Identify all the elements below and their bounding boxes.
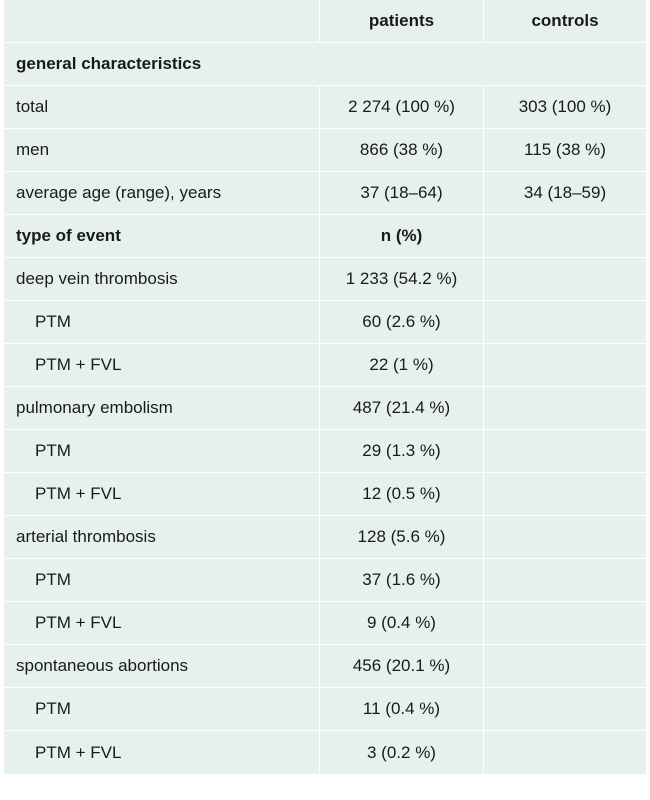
table-row: PTM + FVL 12 (0.5 %) bbox=[4, 473, 646, 516]
patients-value: 29 (1.3 %) bbox=[319, 430, 483, 472]
patients-value: 456 (20.1 %) bbox=[319, 645, 483, 687]
table-row: total 2 274 (100 %) 303 (100 %) bbox=[4, 86, 646, 129]
subheader-label: type of event bbox=[16, 226, 121, 245]
controls-value bbox=[483, 301, 646, 343]
table-row: average age (range), years 37 (18–64) 34 (… bbox=[4, 172, 646, 215]
controls-value bbox=[483, 516, 646, 558]
patients-value: 12 (0.5 %) bbox=[319, 473, 483, 515]
patients-value: 487 (21.4 %) bbox=[319, 387, 483, 429]
controls-value bbox=[483, 430, 646, 472]
patients-value: n (%) bbox=[319, 215, 483, 257]
patients-value: 3 (0.2 %) bbox=[319, 731, 483, 774]
table-body: general characteristics total 2 274 (100 %… bbox=[4, 43, 646, 774]
row-label: total bbox=[16, 97, 49, 116]
patients-value: 11 (0.4 %) bbox=[319, 688, 483, 730]
controls-value: 115 (38 %) bbox=[483, 129, 646, 171]
controls-value bbox=[483, 688, 646, 730]
row-label: men bbox=[16, 140, 50, 159]
controls-value bbox=[483, 602, 646, 644]
row-label: pulmonary embolism bbox=[16, 398, 173, 417]
header-controls: controls bbox=[483, 0, 646, 42]
patients-value: 22 (1 %) bbox=[319, 344, 483, 386]
patients-controls-table: patients controls general characteristic… bbox=[4, 0, 646, 774]
patients-value: 1 233 (54.2 %) bbox=[319, 258, 483, 300]
header-label-cell bbox=[4, 0, 319, 42]
row-label: spontaneous abortions bbox=[16, 656, 189, 675]
controls-value bbox=[483, 731, 646, 774]
controls-value bbox=[483, 215, 646, 257]
section-heading: general characteristics bbox=[16, 54, 202, 73]
row-label: PTM + FVL bbox=[35, 355, 122, 374]
row-label: PTM + FVL bbox=[35, 484, 122, 503]
patients-value: 60 (2.6 %) bbox=[319, 301, 483, 343]
patients-value: 37 (18–64) bbox=[319, 172, 483, 214]
table-row: PTM + FVL 3 (0.2 %) bbox=[4, 731, 646, 774]
table-row: PTM + FVL 22 (1 %) bbox=[4, 344, 646, 387]
patients-value: 9 (0.4 %) bbox=[319, 602, 483, 644]
row-label: PTM + FVL bbox=[35, 742, 122, 762]
table-row: type of event n (%) bbox=[4, 215, 646, 258]
table-row: PTM 60 (2.6 %) bbox=[4, 301, 646, 344]
header-patients: patients bbox=[319, 0, 483, 42]
controls-value bbox=[483, 344, 646, 386]
table-row: PTM 29 (1.3 %) bbox=[4, 430, 646, 473]
patients-value: 128 (5.6 %) bbox=[319, 516, 483, 558]
controls-value bbox=[483, 559, 646, 601]
row-label: arterial thrombosis bbox=[16, 527, 156, 546]
controls-value bbox=[483, 645, 646, 687]
table-row: men 866 (38 %) 115 (38 %) bbox=[4, 129, 646, 172]
patients-value: 866 (38 %) bbox=[319, 129, 483, 171]
table-row: general characteristics bbox=[4, 43, 646, 86]
controls-value: 34 (18–59) bbox=[483, 172, 646, 214]
controls-value: 303 (100 %) bbox=[483, 86, 646, 128]
table-row: spontaneous abortions 456 (20.1 %) bbox=[4, 645, 646, 688]
controls-value bbox=[483, 258, 646, 300]
patients-value: 37 (1.6 %) bbox=[319, 559, 483, 601]
row-label: average age (range), years bbox=[16, 183, 222, 202]
table-row: PTM + FVL 9 (0.4 %) bbox=[4, 602, 646, 645]
patients-value: 2 274 (100 %) bbox=[319, 86, 483, 128]
row-label: PTM bbox=[35, 570, 71, 589]
table-header-row: patients controls bbox=[4, 0, 646, 43]
row-label: deep vein thrombosis bbox=[16, 269, 178, 288]
controls-value bbox=[483, 473, 646, 515]
table-row: PTM 37 (1.6 %) bbox=[4, 559, 646, 602]
row-label: PTM bbox=[35, 699, 71, 718]
row-label: PTM bbox=[35, 441, 71, 460]
table-row: PTM 11 (0.4 %) bbox=[4, 688, 646, 731]
table-row: arterial thrombosis 128 (5.6 %) bbox=[4, 516, 646, 559]
controls-value bbox=[483, 387, 646, 429]
row-label: PTM + FVL bbox=[35, 613, 122, 632]
table-row: deep vein thrombosis 1 233 (54.2 %) bbox=[4, 258, 646, 301]
table-row: pulmonary embolism 487 (21.4 %) bbox=[4, 387, 646, 430]
row-label: PTM bbox=[35, 312, 71, 331]
